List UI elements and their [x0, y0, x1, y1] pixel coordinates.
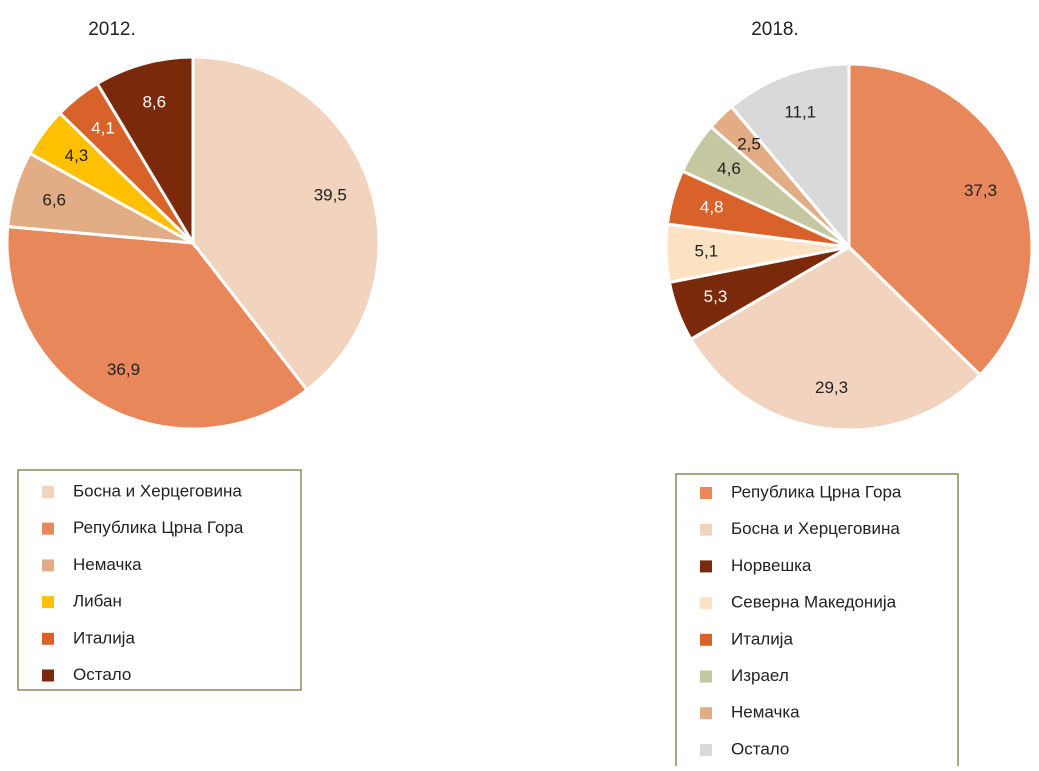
legend-label: Остало: [73, 665, 131, 684]
pie-slice: [688, 245, 983, 432]
legend-swatch: [700, 670, 712, 683]
legend-label: Босна и Херцеговина: [73, 481, 242, 500]
legend-swatch: [700, 597, 712, 610]
legend-label: Немачка: [731, 703, 800, 722]
pie-slice: [5, 225, 310, 431]
legend-label: Либан: [73, 592, 122, 611]
legend-swatch: [700, 633, 712, 646]
legend-swatch: [42, 669, 54, 682]
data-label: 2,5: [737, 135, 761, 154]
legend-swatch: [42, 522, 54, 535]
data-label: 4,8: [700, 198, 724, 217]
legend-label: Израел: [731, 666, 789, 685]
legend-swatch: [42, 486, 54, 498]
legend-box: [17, 469, 302, 691]
pie-slice: [847, 62, 1034, 377]
legend-swatch: [42, 632, 54, 645]
data-label: 39,5: [314, 185, 347, 204]
pie-slice: [729, 62, 851, 252]
data-label: 29,3: [815, 378, 848, 397]
legend-swatch: [42, 596, 54, 609]
legend-label: Норвешка: [731, 556, 812, 575]
data-label: 6,6: [42, 190, 66, 209]
data-label: 8,6: [142, 93, 166, 112]
data-label: 4,1: [91, 119, 115, 138]
pie-slice: [95, 55, 195, 249]
legend-box: [675, 473, 959, 771]
chart-title: 2018.: [751, 19, 799, 40]
legend-label: Северна Македонија: [731, 593, 897, 612]
legend-label: Немачка: [73, 555, 142, 574]
legend-swatch: [700, 560, 712, 573]
legend-label: Остало: [731, 739, 789, 758]
data-label: 4,3: [65, 146, 89, 165]
data-label: 5,1: [695, 241, 719, 260]
legend-swatch: [700, 743, 712, 756]
legend-swatch: [42, 559, 54, 572]
data-label: 36,9: [107, 360, 140, 379]
legend-label: Република Црна Гора: [731, 482, 902, 501]
chart-title: 2012.: [88, 19, 136, 40]
legend-label: Босна и Херцеговина: [731, 519, 900, 538]
legend-label: Италија: [731, 629, 793, 648]
data-label: 37,3: [964, 181, 997, 200]
legend-label: Италија: [73, 628, 135, 647]
legend-swatch: [700, 707, 712, 720]
pie-slice: [191, 55, 381, 393]
data-label: 4,6: [717, 159, 741, 178]
data-label: 11,1: [784, 102, 816, 121]
legend-label: Република Црна Гора: [73, 518, 244, 537]
data-label: 5,3: [704, 287, 728, 306]
legend-swatch: [700, 487, 712, 499]
legend-swatch: [700, 523, 712, 536]
